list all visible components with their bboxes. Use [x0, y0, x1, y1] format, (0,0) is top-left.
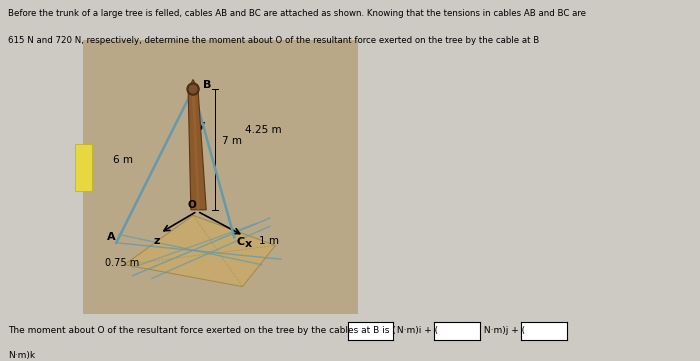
Polygon shape: [83, 40, 358, 314]
Text: O: O: [188, 200, 196, 210]
Text: The moment about O of the resultant force exerted on the tree by the cables at B: The moment about O of the resultant forc…: [8, 326, 396, 335]
Text: 4.25 m: 4.25 m: [245, 125, 282, 135]
Text: 615 N and 720 N, respectively, determine the moment about O of the resultant for: 615 N and 720 N, respectively, determine…: [8, 36, 540, 45]
Polygon shape: [188, 79, 206, 210]
Text: 6 m: 6 m: [113, 156, 133, 165]
Text: 0.75 m: 0.75 m: [104, 258, 139, 268]
Text: B: B: [203, 80, 211, 90]
Text: Before the trunk of a large tree is felled, cables AB and BC are attached as sho: Before the trunk of a large tree is fell…: [8, 9, 587, 18]
Circle shape: [189, 85, 197, 93]
Text: N·m)j + (: N·m)j + (: [482, 326, 526, 335]
Polygon shape: [192, 89, 200, 210]
Text: z: z: [154, 236, 160, 246]
Text: N·m)i + (: N·m)i + (: [395, 326, 439, 335]
Text: N·m)k: N·m)k: [8, 351, 36, 360]
Text: C: C: [237, 238, 245, 248]
Text: 1 m: 1 m: [259, 236, 279, 246]
Text: A: A: [106, 232, 116, 242]
Polygon shape: [75, 144, 92, 191]
Text: y: y: [197, 120, 205, 130]
Text: x: x: [244, 239, 251, 249]
Text: 7 m: 7 m: [222, 136, 242, 146]
Circle shape: [187, 83, 199, 95]
Polygon shape: [125, 215, 275, 287]
